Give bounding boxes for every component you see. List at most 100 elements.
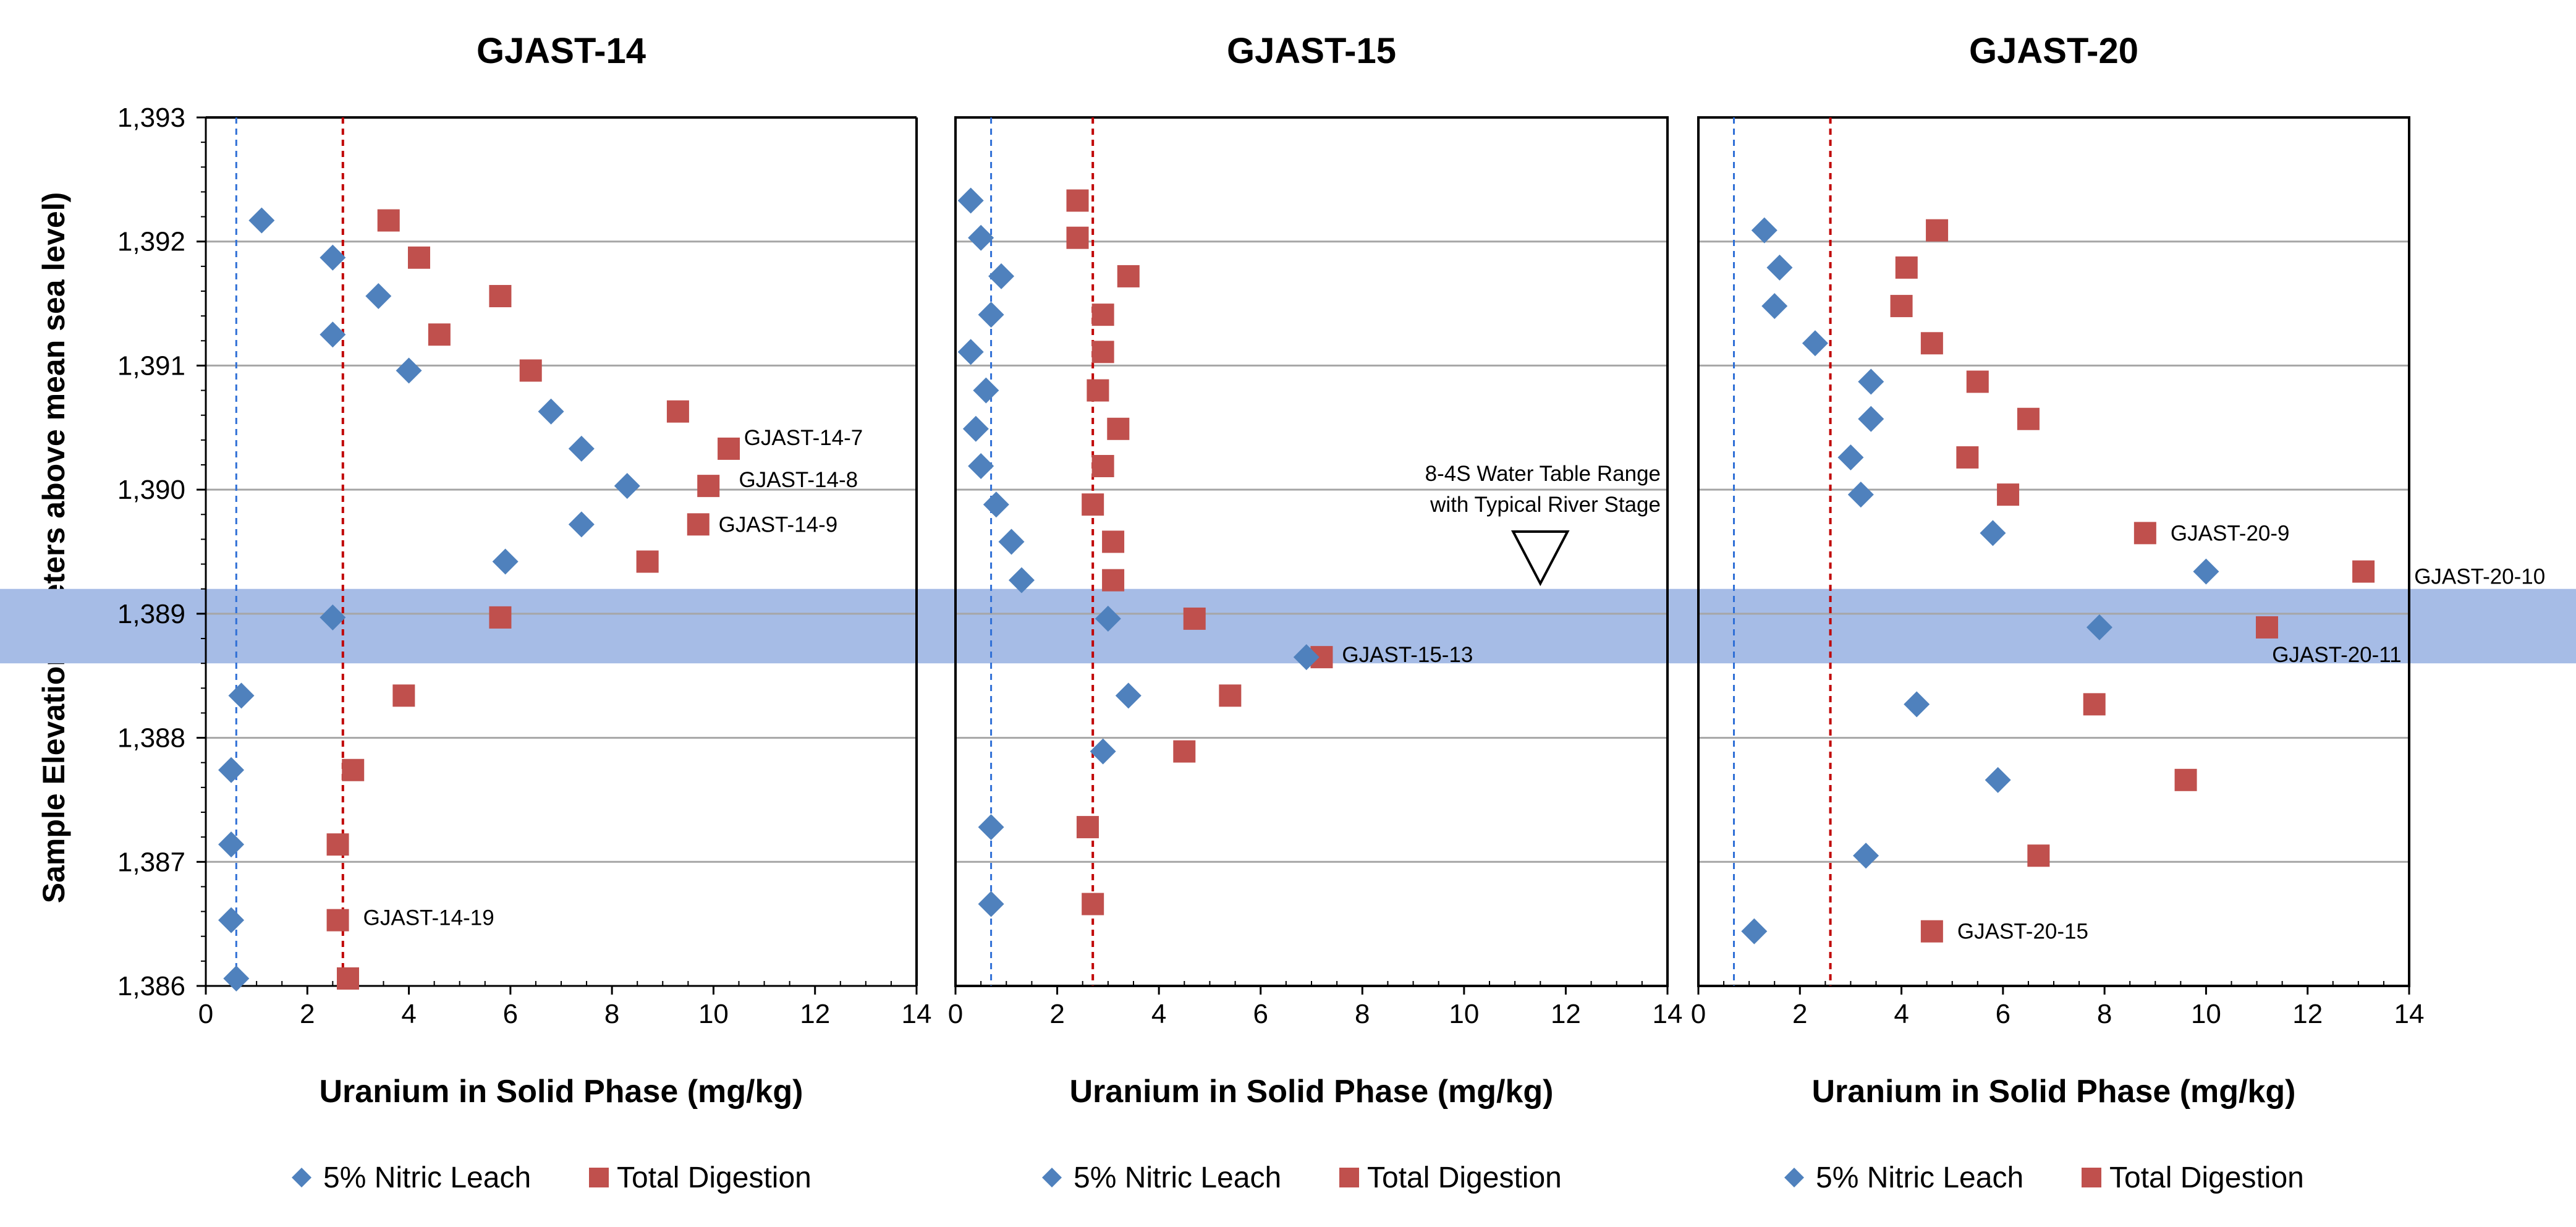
nitric-leach-point (1802, 330, 1828, 357)
total-digestion-point (666, 400, 689, 423)
panel-frame (954, 116, 1669, 987)
legend-nitric-marker (1784, 1168, 1804, 1187)
total-digestion-point (1895, 256, 1918, 279)
total-digestion-point (1966, 370, 1989, 393)
legend-total-label: Total Digestion (1367, 1161, 1562, 1194)
total-digestion-point (428, 323, 451, 346)
nitric-leach-point (2086, 614, 2112, 640)
nitric-leach-point (320, 321, 346, 348)
total-digestion-point (1066, 226, 1089, 249)
nitric-leach-point (1293, 644, 1320, 671)
total-digestion-point (1066, 189, 1089, 212)
x-tick-label: 6 (1996, 999, 2010, 1029)
nitric-leach-point (1837, 444, 1864, 470)
nitric-leach-point (320, 604, 346, 630)
nitric-leach-point (320, 244, 346, 271)
nitric-leach-point (1751, 217, 1777, 244)
y-tick-label: 1,386 (117, 971, 185, 1001)
total-digestion-point (489, 285, 512, 308)
total-digestion-point (392, 684, 415, 707)
total-digestion-point (1082, 493, 1104, 516)
nitric-leach-point (568, 435, 595, 462)
x-tick-label: 10 (698, 999, 729, 1029)
x-tick-label: 6 (503, 999, 518, 1029)
nitric-leach-point (962, 415, 989, 442)
nitric-leach-point (988, 263, 1015, 289)
point-annotation: GJAST-20-11 (2272, 643, 2401, 667)
y-tick-label: 1,392 (117, 227, 185, 257)
total-digestion-point (1082, 893, 1104, 915)
legend-nitric-marker (292, 1168, 311, 1187)
total-digestion-point (2083, 693, 2106, 716)
total-digestion-point (377, 209, 400, 232)
panel-title: GJAST-15 (1227, 31, 1396, 71)
x-tick-label: 4 (1894, 999, 1909, 1029)
x-tick-label: 10 (2191, 999, 2221, 1029)
total-digestion-point (636, 550, 659, 573)
total-digestion-point (2352, 560, 2375, 583)
y-axis-label: Sample Elevation (meters above mean sea … (36, 192, 71, 904)
nitric-leach-point (1858, 368, 1884, 395)
nitric-leach-point (1980, 520, 2006, 546)
nitric-leach-point (1090, 738, 1116, 765)
total-digestion-point (1091, 341, 1114, 363)
nitric-leach-point (1853, 843, 1879, 869)
legend-nitric-label: 5% Nitric Leach (323, 1161, 531, 1194)
x-axis-label: Uranium in Solid Phase (mg/kg) (1070, 1074, 1554, 1110)
point-annotation: GJAST-14-7 (744, 426, 863, 450)
nitric-leach-point (1741, 918, 1768, 945)
y-tick-label: 1,390 (117, 475, 185, 505)
total-digestion-point (1076, 816, 1099, 839)
nitric-leach-point (365, 283, 392, 310)
point-annotation: GJAST-20-9 (2171, 521, 2290, 545)
total-digestion-point (1997, 483, 2020, 506)
total-digestion-point (2256, 616, 2278, 639)
x-tick-label: 4 (401, 999, 416, 1029)
nitric-leach-point (1858, 405, 1884, 432)
point-annotation: GJAST-14-9 (719, 512, 838, 537)
total-digestion-point (1183, 607, 1206, 630)
total-digestion-point (1920, 332, 1943, 355)
total-digestion-point (1173, 740, 1196, 763)
x-tick-label: 14 (2394, 999, 2425, 1029)
y-tick-label: 1,387 (117, 847, 185, 877)
point-annotation: GJAST-14-8 (739, 468, 858, 492)
nitric-leach-point (968, 224, 994, 251)
total-digestion-point (2027, 844, 2050, 867)
total-digestion-point (1117, 265, 1140, 287)
point-annotation: GJAST-20-15 (1957, 920, 2088, 944)
x-tick-label: 0 (948, 999, 963, 1029)
nitric-leach-point (1115, 682, 1142, 709)
nitric-leach-point (1985, 766, 2011, 793)
total-digestion-point (326, 909, 349, 932)
x-tick-label: 8 (2097, 999, 2112, 1029)
legend-nitric-label: 5% Nitric Leach (1816, 1161, 2023, 1194)
x-tick-label: 2 (300, 999, 315, 1029)
water-table-band (0, 588, 2576, 664)
y-tick-label: 1,389 (117, 599, 185, 629)
total-digestion-point (2133, 522, 2156, 545)
total-digestion-point (1920, 920, 1943, 943)
panel-title: GJAST-20 (1969, 31, 2138, 71)
nitric-leach-point (983, 491, 1009, 518)
total-digestion-point (1926, 219, 1949, 242)
legend-total-label: Total Digestion (2109, 1161, 2304, 1194)
x-tick-label: 8 (604, 999, 619, 1029)
total-digestion-point (1107, 417, 1130, 440)
legend-total-label: Total Digestion (617, 1161, 811, 1194)
nitric-leach-point (538, 398, 564, 425)
x-tick-label: 12 (1551, 999, 1581, 1029)
y-tick-label: 1,391 (117, 350, 185, 381)
nitric-leach-point (973, 377, 999, 404)
nitric-leach-point (568, 511, 595, 538)
legend-total-marker (1339, 1168, 1359, 1187)
nitric-leach-point (218, 757, 245, 783)
nitric-leach-point (218, 907, 245, 933)
total-digestion-point (337, 967, 359, 990)
panel-frame (1697, 116, 2410, 987)
legend-nitric-label: 5% Nitric Leach (1074, 1161, 1281, 1194)
point-annotation: GJAST-20-10 (2414, 565, 2545, 589)
legend-total-marker (2082, 1168, 2101, 1187)
x-tick-label: 14 (902, 999, 932, 1029)
